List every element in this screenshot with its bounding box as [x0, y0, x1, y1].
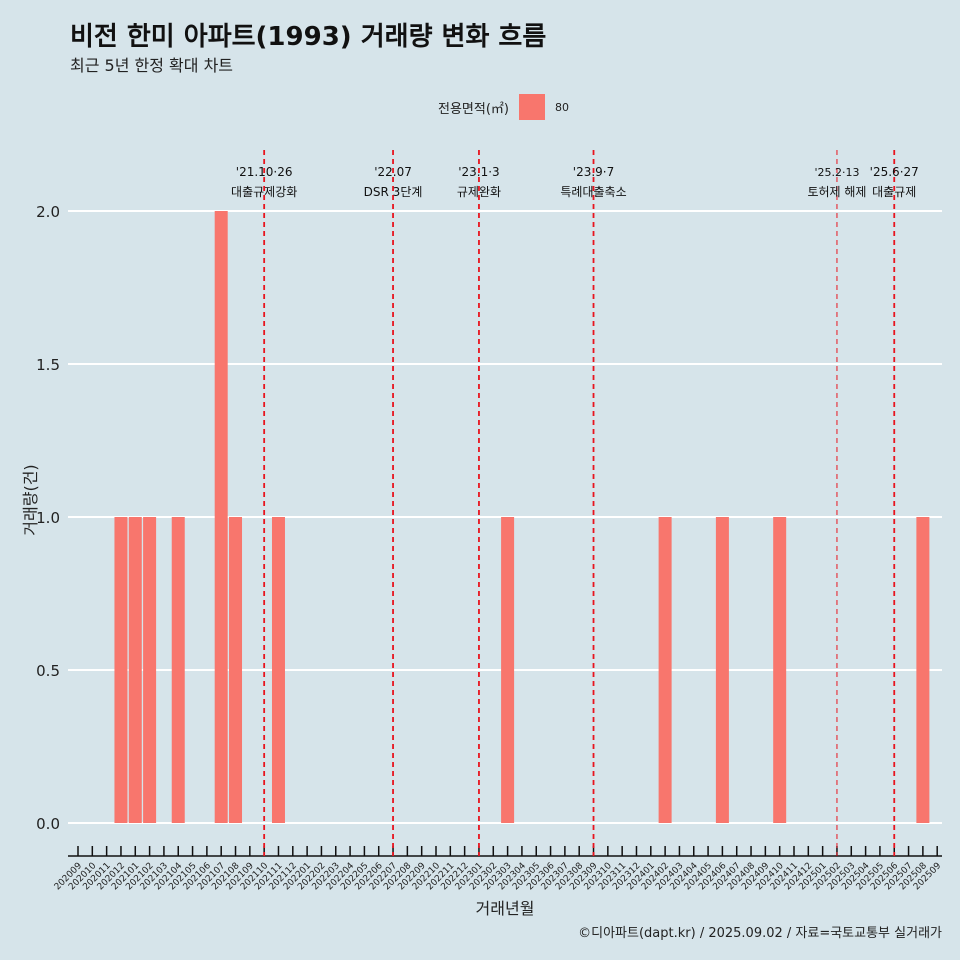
chart-subtitle: 최근 5년 한정 확대 차트 [70, 56, 234, 75]
y-axis-title: 거래량(건) [21, 464, 40, 535]
bar [114, 517, 128, 823]
x-axis-title: 거래년월 [476, 899, 535, 918]
y-tick-label: 2.0 [36, 203, 60, 221]
bar [171, 517, 185, 823]
bar [229, 517, 243, 823]
bar [773, 517, 787, 823]
legend-swatch [518, 94, 545, 120]
event-label: 대출규제 [872, 185, 916, 199]
bar [715, 517, 729, 823]
legend-title: 전용면적(㎡) [438, 101, 509, 117]
chart-title: 비전 한미 아파트(1993) 거래량 변화 흐름 [70, 22, 547, 52]
bar [271, 517, 285, 823]
legend: 전용면적(㎡) 80 [438, 94, 569, 120]
event-date: '25.2·13 [814, 166, 859, 179]
event-label: DSR 3단계 [364, 185, 423, 199]
event-label: 규제완화 [457, 185, 501, 199]
bar [143, 517, 157, 823]
legend-label: 80 [554, 100, 569, 114]
event-label: 토허제 해제 [807, 185, 866, 199]
event-date: '21.10·26 [236, 165, 293, 179]
event-label: 특례대출축소 [560, 185, 626, 199]
event-date: '23.9·7 [573, 165, 614, 179]
bar [658, 517, 672, 823]
y-tick-label: 0.5 [36, 662, 60, 680]
y-tick-label: 1.0 [36, 509, 60, 527]
event-date: '25.6·27 [870, 165, 919, 179]
bar [916, 517, 930, 823]
y-tick-label: 1.5 [36, 356, 60, 374]
bar [501, 517, 515, 823]
y-tick-label: 0.0 [36, 815, 60, 833]
bar [214, 211, 228, 823]
caption: ©디아파트(dapt.kr) / 2025.09.02 / 자료=국토교통부 실… [578, 926, 942, 941]
event-date: '23.1·3 [458, 165, 499, 179]
bar [128, 517, 142, 823]
event-label: 대출규제강화 [231, 185, 297, 199]
event-date: '22.07 [374, 165, 412, 179]
